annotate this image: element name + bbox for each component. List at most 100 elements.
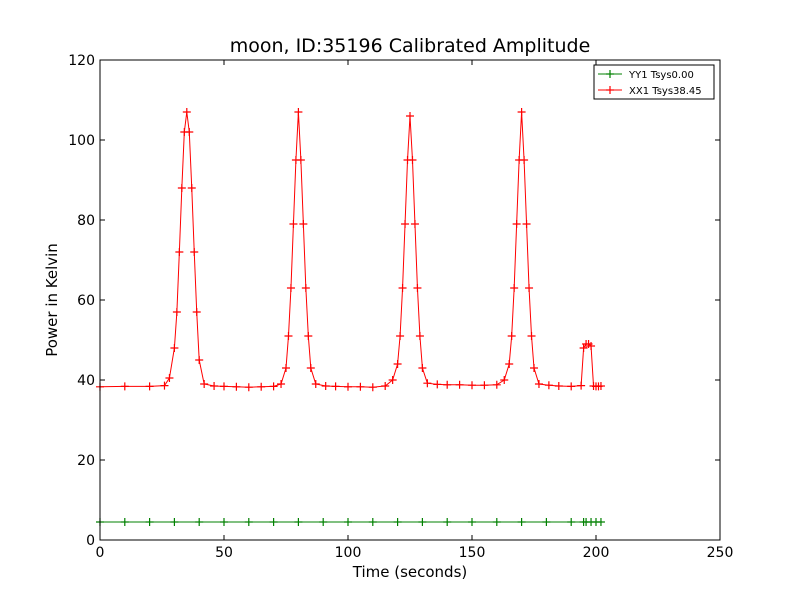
data-point — [522, 220, 531, 228]
data-point — [299, 220, 308, 228]
data-point — [443, 380, 452, 389]
data-point — [200, 380, 209, 388]
legend-marker — [606, 86, 614, 94]
data-point — [244, 383, 253, 392]
data-point — [294, 518, 303, 526]
data-point — [210, 382, 219, 390]
data-point — [244, 518, 253, 526]
x-tick-label: 200 — [583, 545, 610, 561]
data-point — [120, 518, 129, 526]
data-point — [544, 381, 553, 390]
data-point — [468, 518, 476, 526]
legend-item: XX1 Tsys38.45 — [598, 86, 702, 97]
data-point — [232, 382, 241, 391]
data-point — [398, 284, 407, 292]
data-point — [500, 376, 509, 384]
x-tick-label: 250 — [707, 545, 734, 561]
y-tick-label: 100 — [68, 133, 95, 149]
data-point — [170, 518, 179, 526]
data-point — [175, 248, 184, 256]
series-2 — [96, 108, 605, 392]
data-point — [517, 108, 526, 116]
axes-layer: 0 50 100 150 200 250 0 20 40 60 80 100 120 — [68, 53, 733, 561]
data-point — [356, 382, 365, 391]
legend-marker — [606, 70, 614, 78]
y-tick-label: 0 — [86, 533, 95, 549]
plot-area — [100, 60, 720, 540]
legend: YY1 Tsys0.00 XX1 Tsys38.45 — [593, 64, 715, 100]
data-point — [190, 248, 199, 256]
y-tick-label: 20 — [77, 453, 95, 469]
legend-label: YY1 Tsys0.00 — [628, 70, 694, 81]
data-point — [165, 374, 174, 382]
data-point — [172, 308, 181, 316]
data-point — [418, 364, 427, 372]
data-point — [520, 156, 529, 164]
data-point — [492, 380, 501, 389]
data-point — [220, 518, 228, 526]
data-point — [368, 383, 377, 392]
data-point — [344, 382, 352, 391]
data-point — [182, 108, 191, 116]
x-tick-label: 150 — [459, 545, 486, 561]
y-tick-label: 80 — [77, 213, 95, 229]
data-point — [507, 332, 516, 340]
data-point — [304, 332, 313, 340]
data-point — [185, 128, 194, 136]
y-tick-label: 60 — [77, 293, 95, 309]
data-point — [311, 380, 320, 388]
data-point — [408, 156, 417, 164]
data-point — [301, 284, 310, 292]
data-point — [468, 381, 476, 390]
data-point — [401, 220, 410, 228]
x-axis-title: Time (seconds) — [352, 563, 468, 581]
data-point — [455, 380, 464, 389]
data-point — [282, 364, 290, 372]
data-point — [177, 184, 186, 192]
data-point — [527, 332, 536, 340]
data-point — [145, 382, 154, 391]
data-point — [587, 342, 596, 350]
data-point — [220, 382, 228, 391]
data-point — [443, 518, 452, 526]
data-point — [319, 518, 328, 526]
data-point — [269, 518, 278, 526]
data-point — [331, 382, 340, 391]
data-point — [567, 518, 576, 526]
plot-background — [100, 60, 720, 540]
data-point — [510, 284, 519, 292]
data-point — [284, 332, 293, 340]
data-point — [388, 376, 397, 384]
series-line — [99, 111, 602, 388]
data-point — [517, 518, 526, 526]
y-tick-label: 40 — [77, 373, 95, 389]
data-point — [381, 382, 390, 390]
data-point — [187, 184, 196, 192]
data-point — [192, 308, 201, 316]
data-point — [534, 380, 543, 388]
data-point — [596, 382, 605, 390]
data-point — [480, 381, 489, 390]
legend-item: YY1 Tsys0.00 — [598, 70, 694, 81]
data-point — [554, 382, 563, 390]
data-point — [525, 284, 534, 292]
data-point — [269, 382, 278, 391]
data-point — [413, 284, 422, 292]
data-point — [596, 518, 605, 526]
data-point — [418, 518, 427, 526]
data-point — [160, 381, 169, 390]
x-tick-label: 100 — [335, 545, 362, 561]
x-tick-label: 0 — [96, 545, 105, 561]
data-point — [577, 381, 586, 390]
data-point — [423, 379, 432, 388]
data-point — [170, 344, 179, 352]
legend-box — [593, 64, 715, 100]
y-axis-title: Power in Kelvin — [43, 243, 61, 357]
data-point — [306, 364, 315, 372]
data-point — [296, 156, 305, 164]
y-tick-label: 120 — [68, 53, 95, 69]
data-point — [344, 518, 352, 526]
data-point — [321, 382, 330, 390]
data-point — [277, 380, 286, 388]
